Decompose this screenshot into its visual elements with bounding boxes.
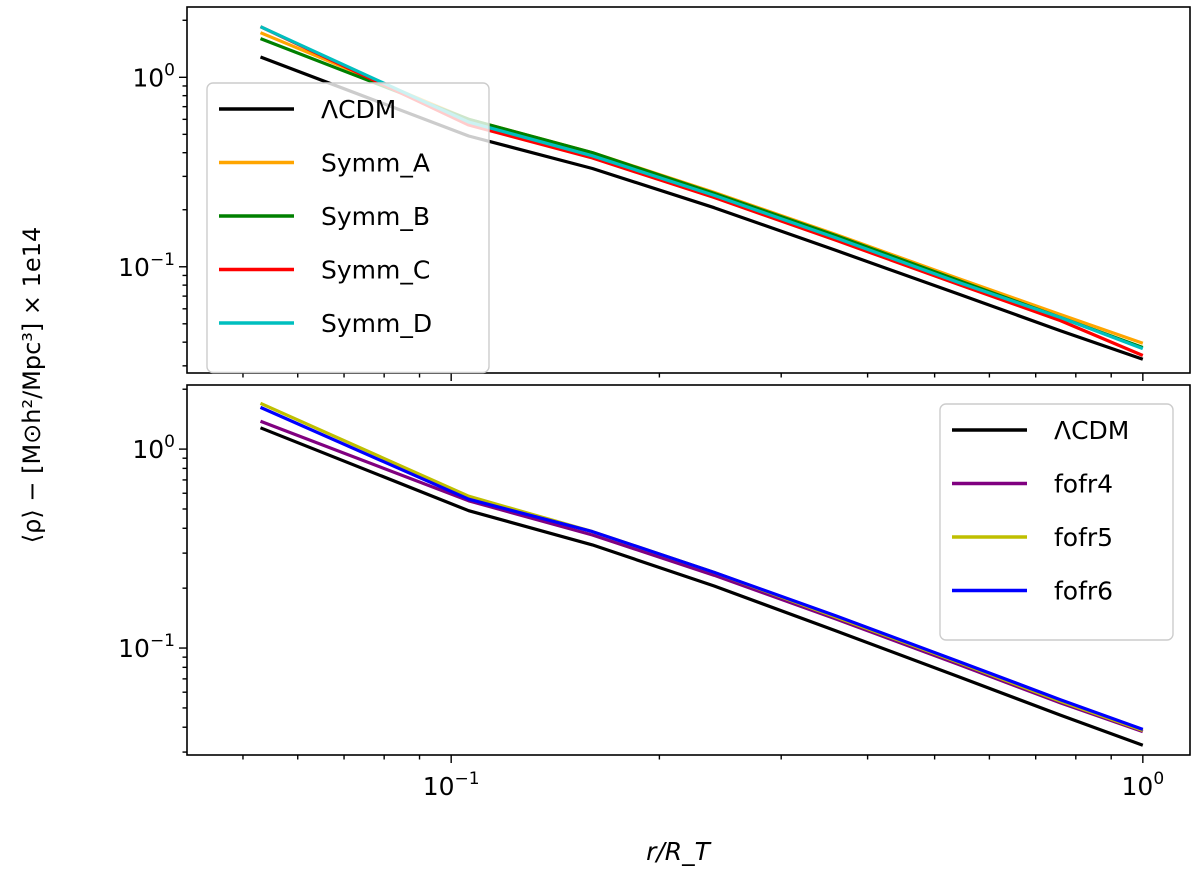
legend-label: Symm_A xyxy=(321,149,430,178)
legend-item-lambdacdm: ΛCDM xyxy=(219,95,396,124)
y-tick-label: 10−1 xyxy=(118,250,175,282)
legend-item-lambdacdm: ΛCDM xyxy=(952,416,1129,445)
legend-label: Symm_C xyxy=(321,256,430,285)
x-tick-label: 100 xyxy=(1122,769,1165,801)
legend-box xyxy=(939,403,1174,641)
legend-item-symm-a: Symm_A xyxy=(219,149,430,178)
legend: ΛCDM fofr4 fofr5 fofr6 xyxy=(939,403,1174,641)
axes-frame xyxy=(186,6,1191,374)
x-axis-label: r/R_T xyxy=(646,837,712,866)
legend-item-fofr4: fofr4 xyxy=(952,470,1113,499)
legend-box xyxy=(206,82,490,374)
legend-label: fofr6 xyxy=(1054,577,1113,606)
legend-item-fofr5: fofr5 xyxy=(952,523,1113,552)
legend-label: fofr4 xyxy=(1054,470,1113,499)
legend: ΛCDM Symm_A Symm_B Symm_C Symm_D xyxy=(206,82,490,374)
axes-frame xyxy=(186,384,1191,756)
legend-item-symm-b: Symm_B xyxy=(219,202,430,231)
legend-label: Symm_D xyxy=(321,309,432,338)
bottom-panel: 100 10−1 10−1 100 ΛCDM fofr4 fofr5 fofr6 xyxy=(118,384,1191,801)
top-panel: 100 10−1 ΛCDM Symm_A Symm_B Symm_C Symm_D xyxy=(118,6,1191,381)
legend-item-fofr6: fofr6 xyxy=(952,577,1113,606)
series-line-fofr6 xyxy=(259,405,1144,731)
series-line-lambdacdm xyxy=(259,426,1144,747)
y-tick-label: 100 xyxy=(132,432,175,464)
legend-label: Symm_B xyxy=(321,202,430,231)
y-tick-label: 100 xyxy=(132,60,175,92)
legend-label: ΛCDM xyxy=(1054,416,1129,445)
x-tick-label: 10−1 xyxy=(423,769,480,801)
legend-item-symm-d: Symm_D xyxy=(219,309,432,338)
legend-item-symm-c: Symm_C xyxy=(219,256,430,285)
shared-y-axis-label: ⟨ρ⟩ − [M⊙h²/Mpc³] × 1e14 xyxy=(18,227,46,544)
legend-label: fofr5 xyxy=(1054,523,1113,552)
legend-label: ΛCDM xyxy=(321,95,396,124)
y-tick-label: 10−1 xyxy=(118,631,175,663)
